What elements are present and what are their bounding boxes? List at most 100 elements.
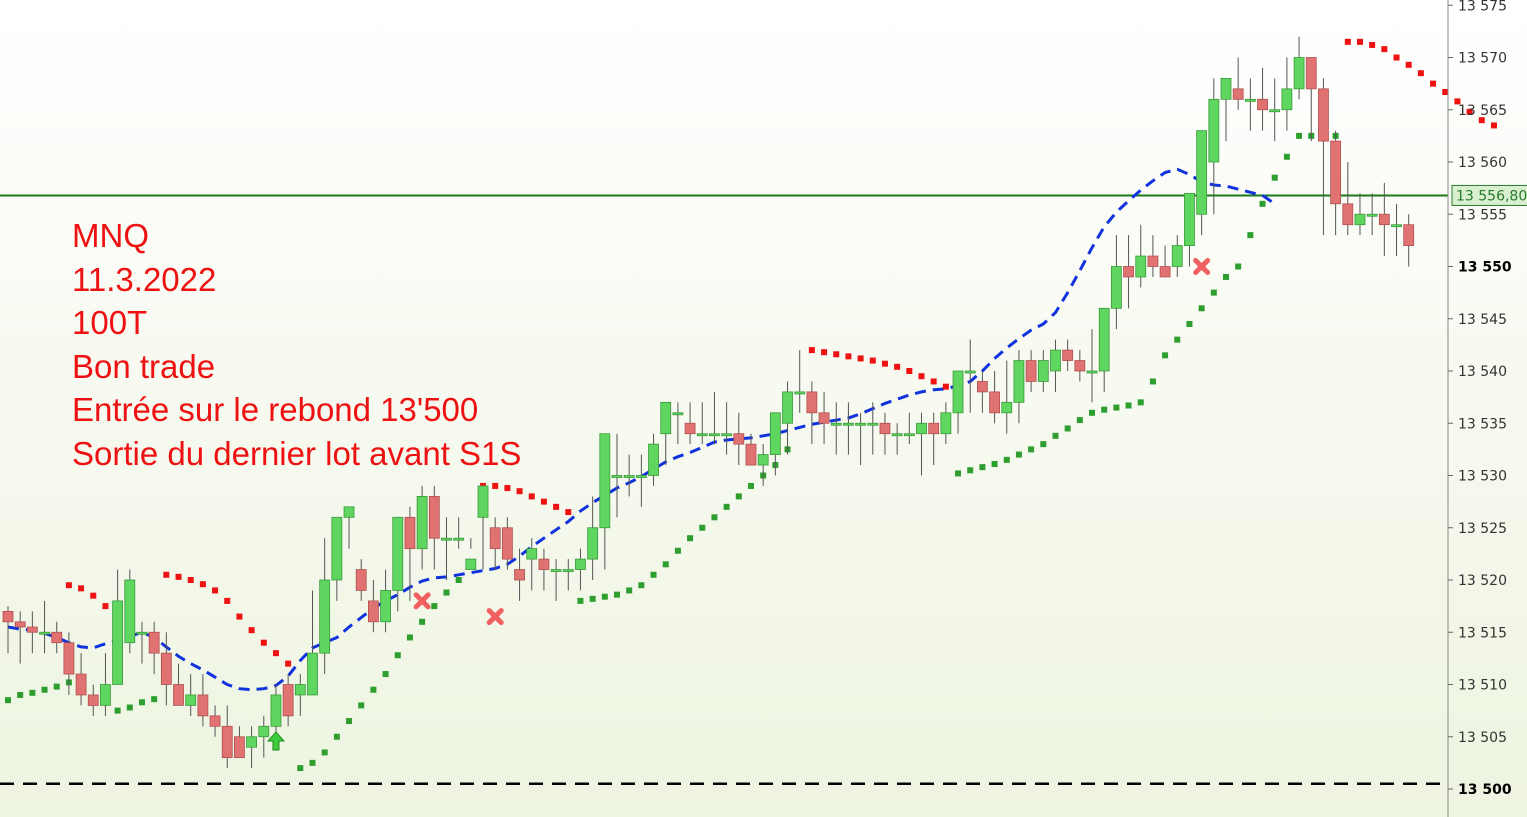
sar-dot	[114, 707, 121, 714]
sar-dot	[370, 686, 377, 693]
candle-up	[782, 391, 793, 424]
candle-down	[1342, 203, 1354, 226]
sar-dot	[272, 650, 279, 657]
candle-up	[416, 495, 428, 550]
candle-up	[1354, 213, 1366, 226]
y-tick-label: 13 515	[1458, 625, 1507, 641]
sar-dot	[1101, 406, 1108, 413]
sar-dot	[1369, 41, 1376, 48]
sar-dot	[845, 353, 852, 360]
candle-down	[879, 422, 891, 435]
y-tick-label: 13 510	[1458, 678, 1507, 694]
candle-down	[1257, 98, 1268, 111]
candle-up	[39, 631, 50, 635]
candle-up	[1135, 255, 1147, 278]
candle-up	[319, 579, 331, 654]
candle-up	[1208, 98, 1220, 163]
candle-down	[173, 684, 184, 706]
sar-dot	[90, 592, 97, 599]
sar-dot	[1259, 200, 1266, 207]
candle-up	[1098, 307, 1110, 372]
sar-dot	[53, 683, 60, 690]
candle-up	[611, 475, 623, 478]
candle-down	[51, 631, 63, 644]
candle-up	[185, 694, 197, 706]
sar-dot	[662, 561, 669, 568]
sar-dot	[967, 467, 974, 474]
sar-dot	[1466, 108, 1473, 115]
sar-dot	[1210, 289, 1217, 296]
sar-dot	[906, 368, 913, 374]
y-axis: 13 575 13 570 13 565 13 560 13 555 13 550 13 5…	[1447, 0, 1512, 817]
sar-dot	[1125, 402, 1132, 409]
y-tick-label: 13 555	[1458, 207, 1507, 223]
candle-down	[1330, 140, 1342, 205]
candle-up	[1196, 130, 1208, 215]
candle-down	[14, 621, 26, 628]
candle-up	[940, 412, 952, 435]
sar-dot	[1076, 417, 1083, 424]
y-tick-label: 13 550	[1458, 260, 1512, 276]
sar-dot	[528, 493, 535, 500]
candle-down	[404, 516, 416, 550]
candle-up	[465, 558, 477, 570]
sar-dot	[614, 591, 620, 598]
sar-dot	[626, 587, 633, 594]
candle-down	[514, 569, 525, 581]
y-tick-label: 13 570	[1458, 51, 1507, 67]
sar-dot	[1344, 38, 1351, 45]
sar-dot	[248, 627, 255, 634]
candle-up	[830, 422, 842, 426]
sar-dot	[821, 349, 828, 356]
candle-down	[428, 495, 440, 539]
candle-up	[696, 433, 708, 437]
sar-dot	[346, 718, 353, 725]
candle-down	[1123, 266, 1134, 278]
sar-dot	[333, 733, 340, 740]
candle-down	[501, 527, 513, 560]
candle-down	[367, 600, 379, 623]
candle-up	[672, 412, 684, 416]
candle-up	[1086, 370, 1098, 374]
candle-down	[221, 725, 233, 759]
trade-markers	[266, 258, 1211, 751]
sar-dot	[1442, 88, 1449, 95]
candle-up	[635, 475, 647, 478]
sar-dot	[1247, 232, 1254, 239]
candle-up	[709, 433, 720, 437]
candle-down	[26, 626, 38, 633]
sar-dot	[126, 704, 133, 711]
candle-up	[794, 391, 806, 395]
sell-marker	[1193, 258, 1211, 275]
candle-up	[1050, 349, 1061, 372]
annotation-verdict: Bon trade	[72, 347, 216, 385]
sar-dot	[443, 589, 450, 596]
sar-dot	[224, 597, 231, 604]
sar-dot	[1149, 378, 1156, 385]
sar-dot	[65, 582, 72, 589]
sar-dot	[5, 697, 11, 704]
sar-dot	[1198, 305, 1205, 312]
sar-dot	[955, 470, 962, 477]
sar-dot	[589, 595, 596, 602]
sar-dot	[687, 535, 694, 542]
candle-up	[1281, 88, 1293, 111]
candle-up	[843, 422, 854, 426]
candle-up	[124, 579, 136, 644]
sar-dot	[1271, 174, 1278, 181]
sar-dot	[735, 493, 742, 500]
candle-down	[1305, 57, 1317, 90]
candle-up	[1184, 192, 1195, 247]
candle-up	[441, 537, 452, 541]
sar-dot	[406, 634, 413, 641]
sar-dot	[1356, 38, 1363, 45]
sar-dot	[516, 488, 523, 495]
candle-up	[575, 558, 586, 570]
sar-dot	[894, 363, 901, 370]
candle-down	[355, 569, 367, 591]
annotation-exit: Sortie du dernier lot avant S1S	[72, 434, 522, 472]
price-tag-box	[1451, 184, 1527, 206]
y-tick-label: 13 500	[1458, 782, 1512, 798]
candle-up	[916, 422, 927, 435]
sar-dot	[260, 639, 267, 646]
